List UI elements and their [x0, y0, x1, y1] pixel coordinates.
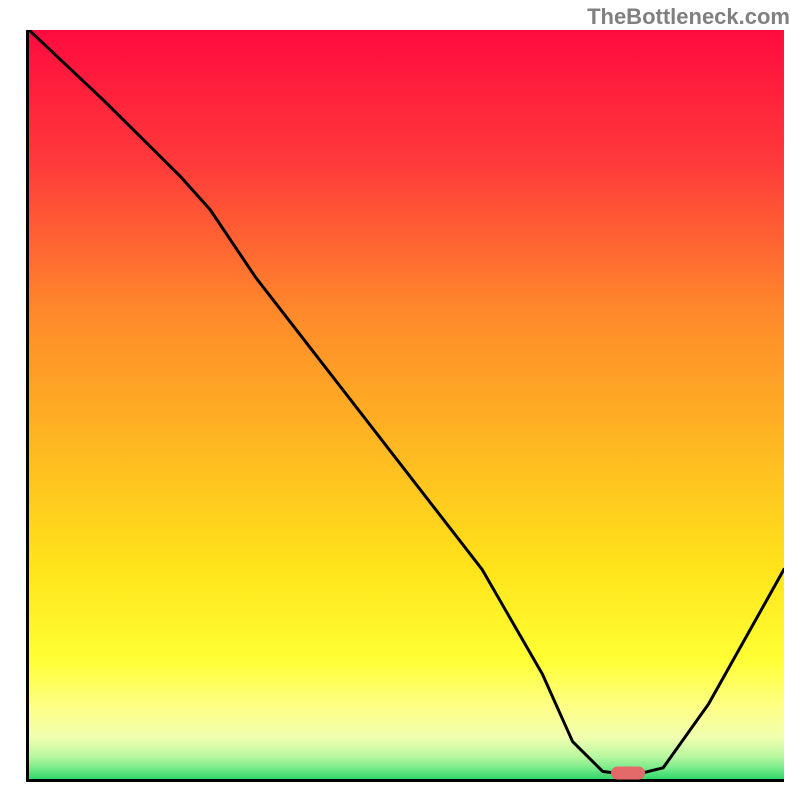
chart-container: TheBottleneck.com: [0, 0, 800, 800]
watermark-text: TheBottleneck.com: [587, 4, 790, 30]
plot-area: [26, 30, 784, 782]
minimum-marker: [611, 766, 645, 779]
series-line: [29, 30, 784, 779]
